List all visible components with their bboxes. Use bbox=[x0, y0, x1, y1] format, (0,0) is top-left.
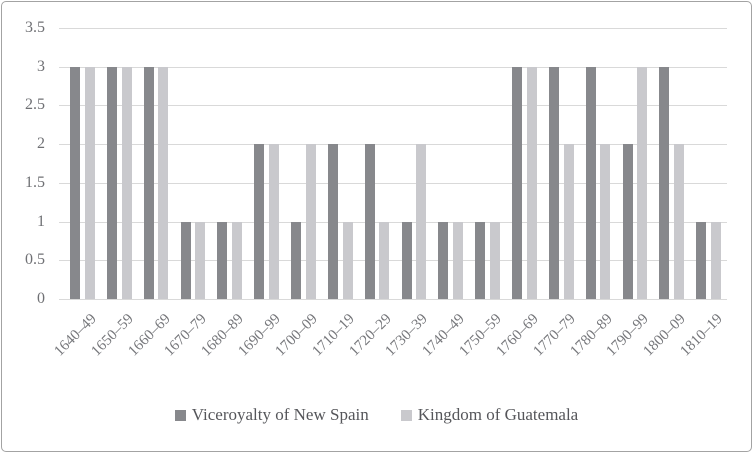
legend-swatch-guatemala bbox=[400, 409, 412, 421]
bar-new-spain-1720-29 bbox=[364, 144, 375, 299]
bar-guatemala-1670-79 bbox=[195, 221, 206, 299]
bar-guatemala-1720-29 bbox=[379, 221, 390, 299]
bar-new-spain-1640-49 bbox=[70, 66, 81, 299]
bar-new-spain-1750-59 bbox=[475, 221, 486, 299]
y-axis-label-1: 1 bbox=[37, 212, 45, 230]
bar-new-spain-1790-99 bbox=[622, 144, 633, 299]
gridline-y-3 bbox=[59, 66, 727, 68]
bar-new-spain-1680-89 bbox=[217, 221, 228, 299]
bar-new-spain-1670-79 bbox=[180, 221, 191, 299]
gridline-y-0.5 bbox=[59, 260, 727, 262]
bar-guatemala-1810-19 bbox=[710, 221, 721, 299]
legend-item-guatemala: Kingdom of Guatemala bbox=[400, 405, 579, 425]
legend-swatch-new-spain bbox=[174, 409, 186, 421]
bar-new-spain-1800-09 bbox=[659, 66, 670, 299]
bar-guatemala-1700-09 bbox=[305, 144, 316, 299]
bar-new-spain-1700-09 bbox=[291, 221, 302, 299]
y-axis-label-2.5: 2.5 bbox=[25, 96, 45, 114]
bar-new-spain-1710-19 bbox=[327, 144, 338, 299]
bar-guatemala-1740-49 bbox=[453, 221, 464, 299]
y-axis-label-0: 0 bbox=[37, 290, 45, 307]
bar-guatemala-1770-79 bbox=[563, 144, 574, 299]
y-axis-label-3.5: 3.5 bbox=[25, 19, 45, 36]
gridline-y-3.5 bbox=[59, 28, 727, 29]
legend-item-new-spain: Viceroyalty of New Spain bbox=[174, 405, 369, 425]
bar-new-spain-1650-59 bbox=[106, 66, 117, 299]
gridline-y-1 bbox=[59, 221, 727, 223]
legend-label-new-spain: Viceroyalty of New Spain bbox=[191, 405, 369, 424]
y-axis-label-1.5: 1.5 bbox=[25, 173, 45, 191]
gridline-y-2.5 bbox=[59, 105, 727, 107]
y-axis-label-2: 2 bbox=[37, 135, 45, 153]
bar-guatemala-1650-59 bbox=[121, 66, 132, 299]
bar-guatemala-1690-99 bbox=[268, 144, 279, 299]
bar-guatemala-1640-49 bbox=[84, 66, 95, 299]
legend-label-guatemala: Kingdom of Guatemala bbox=[417, 405, 579, 424]
bar-new-spain-1770-79 bbox=[548, 66, 559, 299]
bar-guatemala-1660-69 bbox=[158, 66, 169, 299]
bar-guatemala-1680-89 bbox=[232, 221, 243, 299]
bar-new-spain-1660-69 bbox=[143, 66, 154, 299]
bar-guatemala-1780-89 bbox=[600, 144, 611, 299]
bar-guatemala-1800-09 bbox=[674, 144, 685, 299]
y-axis-label-3: 3 bbox=[37, 57, 45, 75]
bar-guatemala-1730-39 bbox=[416, 144, 427, 299]
bar-guatemala-1710-19 bbox=[342, 221, 353, 299]
bar-new-spain-1760-69 bbox=[512, 66, 523, 299]
gridline-y-0 bbox=[59, 299, 727, 300]
bar-guatemala-1790-99 bbox=[637, 66, 648, 299]
bar-new-spain-1810-19 bbox=[696, 221, 707, 299]
bar-guatemala-1750-59 bbox=[489, 221, 500, 299]
bar-new-spain-1730-39 bbox=[401, 221, 412, 299]
bar-new-spain-1780-89 bbox=[585, 66, 596, 299]
gridline-y-2 bbox=[59, 144, 727, 146]
bar-new-spain-1690-99 bbox=[254, 144, 265, 299]
bar-guatemala-1760-69 bbox=[526, 66, 537, 299]
bar-new-spain-1740-49 bbox=[438, 221, 449, 299]
gridline-y-1.5 bbox=[59, 182, 727, 184]
y-axis-label-0.5: 0.5 bbox=[25, 251, 45, 269]
legend: Viceroyalty of New Spain Kingdom of Guat… bbox=[2, 405, 751, 425]
